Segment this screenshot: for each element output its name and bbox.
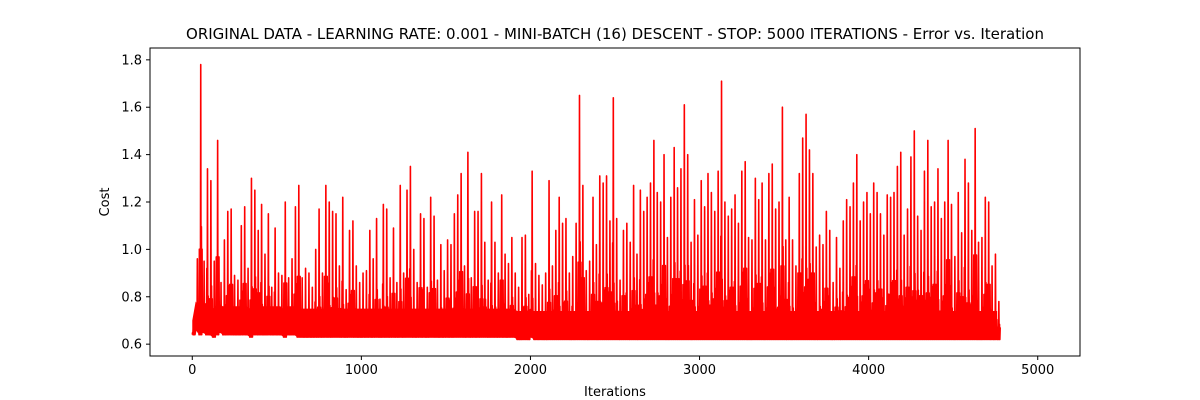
y-axis: 0.6 0.8 1.0 1.2 1.4 1.6 1.8 (121, 53, 150, 353)
x-tick-label: 4000 (852, 363, 885, 378)
y-tick-label: 1.4 (121, 148, 142, 163)
x-tick-label: 2000 (514, 363, 547, 378)
y-tick-label: 0.6 (121, 338, 142, 353)
y-tick-label: 1.6 (121, 101, 142, 116)
series-floor-band-0 (192, 301, 998, 340)
x-tick-label: 3000 (683, 363, 716, 378)
x-tick-label: 1000 (345, 363, 378, 378)
plot-area (149, 47, 1081, 357)
y-tick-label: 1.2 (121, 196, 142, 211)
y-tick-label: 0.8 (121, 290, 142, 305)
series-layer (191, 63, 1001, 341)
y-tick-label: 1.0 (121, 243, 142, 258)
y-axis-label: Cost (98, 188, 113, 217)
y-tick-label: 1.8 (121, 53, 142, 68)
x-tick-label: 0 (188, 363, 196, 378)
x-axis-label: Iterations (584, 385, 646, 400)
chart-title: ORIGINAL DATA - LEARNING RATE: 0.001 - M… (186, 25, 1044, 43)
x-axis: 0 1000 2000 3000 4000 5000 (188, 356, 1054, 378)
x-tick-label: 5000 (1021, 363, 1054, 378)
